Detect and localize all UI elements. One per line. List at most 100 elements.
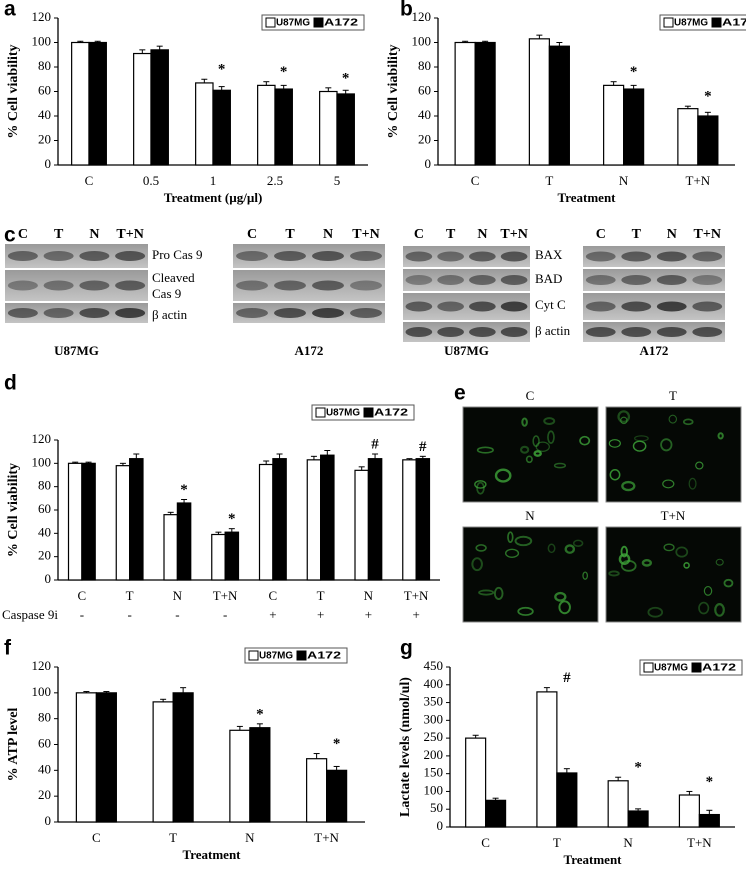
cell-fluorescence — [647, 606, 664, 618]
cell-fluorescence — [634, 435, 649, 442]
error-bar — [686, 790, 693, 795]
bar — [454, 41, 476, 166]
error-bar — [201, 78, 208, 83]
y-tick-label: 350 — [424, 694, 444, 709]
cell-fluorescence — [682, 418, 694, 426]
row-value: - — [223, 607, 227, 622]
y-tick-label: 80 — [38, 58, 51, 73]
bar — [367, 458, 383, 581]
x-tick-label: T — [545, 173, 553, 188]
bar — [272, 458, 287, 581]
x-tick-label: C — [92, 830, 101, 845]
cell-fluorescence — [547, 543, 556, 554]
blot-band — [7, 280, 38, 291]
blot-band — [79, 251, 110, 261]
legend-label: U87MG — [276, 18, 310, 29]
y-tick-label: 80 — [418, 58, 431, 73]
bar — [274, 88, 293, 166]
bar — [415, 458, 431, 581]
y-tick-label: 100 — [412, 33, 432, 48]
bar — [697, 115, 719, 166]
blot-band — [79, 308, 110, 318]
blot-strip — [403, 322, 530, 342]
blot-band — [585, 251, 616, 262]
protein-label: BAD — [535, 271, 562, 286]
x-tick-label: T — [126, 588, 134, 603]
blot-band — [43, 251, 74, 261]
y-tick-label: 20 — [418, 131, 431, 146]
cell-fluorescence — [517, 606, 534, 616]
cell-line-label: U87MG — [54, 343, 99, 358]
cell-fluorescence — [662, 479, 675, 489]
error-bar — [615, 776, 622, 781]
significance-mark: * — [704, 89, 712, 105]
significance-mark: * — [706, 774, 714, 790]
cell-fluorescence — [663, 543, 675, 552]
cell-line-label: A172 — [295, 343, 324, 358]
error-bar — [536, 34, 543, 39]
y-tick-label: 20 — [38, 131, 51, 146]
blot-strip — [583, 322, 725, 342]
y-tick-label: 120 — [32, 658, 52, 673]
cell-fluorescence — [620, 545, 628, 558]
error-bar — [77, 40, 84, 43]
bar — [229, 729, 251, 823]
blot-band — [621, 251, 652, 262]
bar — [163, 514, 178, 581]
lane-label: N — [323, 227, 333, 242]
error-bar — [313, 753, 320, 759]
cell-fluorescence — [553, 462, 567, 469]
significance-mark: * — [228, 511, 236, 527]
blot-strip — [403, 246, 530, 267]
blot-band — [437, 251, 464, 262]
cell-fluorescence — [608, 570, 620, 577]
blot-band — [312, 308, 344, 318]
legend-swatch — [363, 407, 374, 418]
error-bar — [325, 87, 332, 92]
legend-frame — [261, 14, 365, 31]
blot-band — [621, 327, 652, 337]
bar — [224, 531, 240, 581]
row-value: + — [365, 607, 372, 622]
blot-band — [585, 301, 616, 312]
blot-band — [621, 301, 652, 312]
blot-band — [350, 251, 382, 261]
row-label: Caspase 9i — [2, 607, 58, 622]
cell-fluorescence — [618, 553, 631, 566]
y-tick-label: 0 — [45, 156, 52, 171]
bar — [528, 38, 550, 166]
blot-band — [115, 308, 146, 318]
error-bar — [324, 450, 331, 456]
blot-band — [115, 251, 146, 261]
bar — [129, 458, 144, 581]
y-tick-label: 400 — [424, 676, 444, 691]
legend-label: A172 — [324, 18, 359, 29]
cell-fluorescence — [474, 480, 487, 489]
error-bar — [263, 460, 270, 465]
error-bar — [256, 723, 263, 728]
cell-fluorescence — [476, 446, 494, 454]
cell-fluorescence — [714, 603, 725, 617]
cell-fluorescence — [579, 435, 591, 446]
y-tick-label: 150 — [424, 765, 444, 780]
blot-band — [236, 280, 268, 291]
blot-band — [79, 280, 110, 291]
blot-band — [405, 275, 433, 285]
panel-letter: c — [4, 224, 16, 247]
x-tick-label: 0.5 — [143, 173, 159, 188]
x-tick-label: N — [245, 830, 255, 845]
blot-band — [656, 251, 687, 262]
cell-fluorescence — [668, 414, 678, 424]
bar — [474, 41, 496, 166]
y-tick-label: 50 — [430, 800, 443, 815]
lane-label: N — [477, 227, 487, 242]
x-tick-label: N — [619, 173, 629, 188]
panel-letter: g — [400, 637, 413, 660]
cell-fluorescence — [478, 589, 495, 596]
bar — [603, 84, 625, 166]
bar — [249, 727, 271, 823]
bar — [81, 462, 96, 581]
cell-fluorescence — [564, 544, 576, 554]
blot-band — [500, 275, 528, 285]
